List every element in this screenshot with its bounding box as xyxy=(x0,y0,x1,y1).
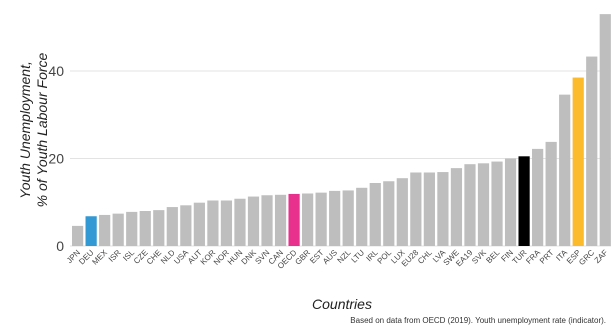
y-axis-label-line-2: % of Youth Labour Force xyxy=(34,52,50,207)
bars xyxy=(72,14,611,247)
bar-zaf xyxy=(599,14,611,247)
bar-cze xyxy=(139,211,151,246)
bar-est xyxy=(315,192,327,247)
bar-prt xyxy=(545,141,557,247)
bar-eu28 xyxy=(410,172,422,246)
bar-ita xyxy=(559,94,571,247)
bar-oecd xyxy=(288,193,300,246)
x-tick-label: ZAF xyxy=(593,248,610,265)
y-axis-label-line-1: Youth Unemployment, xyxy=(17,61,33,199)
gridlines xyxy=(70,70,611,247)
bar-deu xyxy=(85,216,97,246)
bar-aut xyxy=(193,202,205,246)
bar-tur xyxy=(518,156,530,246)
bar-fra xyxy=(532,148,544,247)
bar-grc xyxy=(586,56,598,247)
bar-irl xyxy=(369,183,381,246)
bar-esp xyxy=(572,77,584,246)
bar-lux xyxy=(396,178,408,246)
bar-hun xyxy=(234,198,246,246)
bar-nzl xyxy=(342,190,354,246)
source-caption: Based on data from OECD (2019). Youth un… xyxy=(350,316,606,325)
bar-ea19 xyxy=(464,164,476,246)
bar-can xyxy=(274,194,287,246)
bar-isr xyxy=(112,213,124,247)
y-tick-label: 40 xyxy=(48,63,64,79)
y-tick-labels: 0 20 40 xyxy=(48,63,64,254)
bar-jpn xyxy=(72,225,84,247)
bar-svn xyxy=(261,195,273,246)
bar-isl xyxy=(126,211,138,247)
bar-chl xyxy=(423,172,435,246)
bar-pol xyxy=(383,181,395,246)
bar-swe xyxy=(450,168,463,247)
bar-fin xyxy=(504,158,517,246)
bar-usa xyxy=(180,205,192,246)
bar-gbr xyxy=(302,193,314,246)
y-tick-label: 20 xyxy=(48,151,64,167)
bar-che xyxy=(153,210,165,247)
bar-nld xyxy=(166,207,178,246)
bar-dnk xyxy=(247,196,260,246)
bar-lva xyxy=(437,172,449,246)
x-axis-label: Countries xyxy=(312,296,372,312)
bar-aus xyxy=(329,190,341,247)
bar-ltu xyxy=(356,187,368,246)
x-tick-labels: JPNDEUMEXISRISLCZECHENLDUSAAUTKORNORHUND… xyxy=(65,248,610,271)
x-tick-label: PRT xyxy=(538,248,556,266)
bar-kor xyxy=(207,200,219,246)
bar-nor xyxy=(220,200,233,246)
x-tick-label: ISR xyxy=(107,248,123,264)
y-tick-label: 0 xyxy=(56,238,64,254)
bar-mex xyxy=(99,214,111,246)
bar-svk xyxy=(477,163,490,246)
bar-bel xyxy=(491,161,503,246)
